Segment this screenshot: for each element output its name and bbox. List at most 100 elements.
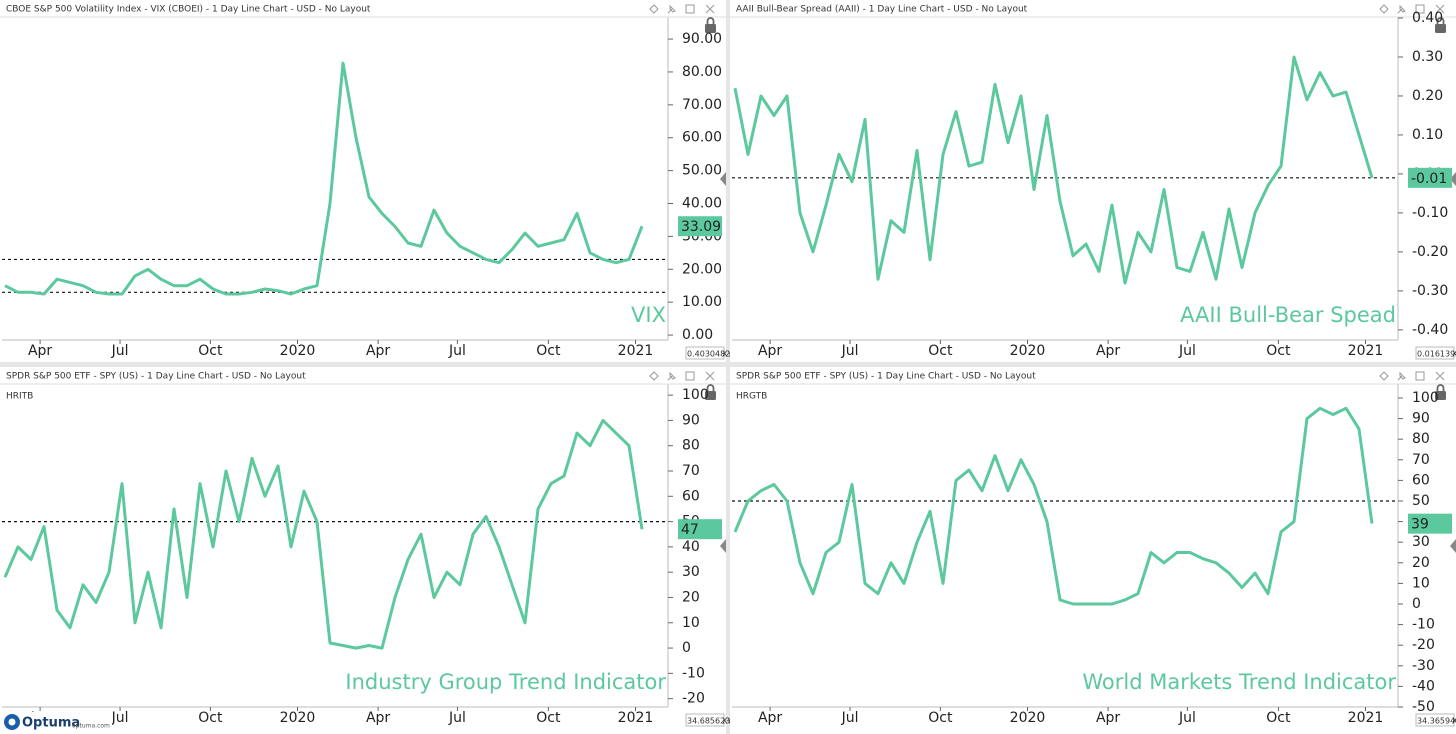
- chart-header: SPDR S&P 500 ETF - SPY (US) - 1 Day Line…: [736, 372, 1036, 382]
- y-tick-label: 0: [1412, 596, 1421, 612]
- window-control[interactable]: [1415, 371, 1425, 381]
- lock-icon[interactable]: [705, 24, 716, 33]
- y-tick-label: 80: [682, 438, 700, 454]
- series-label: AAII Bull-Bear Spead: [1180, 303, 1396, 327]
- brand-logo: [8, 718, 16, 726]
- x-tick-label: Jul: [448, 343, 466, 359]
- x-tick-label: Oct: [928, 710, 953, 726]
- y-tick-label: -20: [1412, 637, 1435, 653]
- last-value-box: [678, 519, 722, 540]
- last-value-label: 39: [1411, 517, 1429, 533]
- y-tick-label: 30: [1412, 534, 1430, 550]
- y-tick-label: 90: [1412, 411, 1430, 427]
- y-tick-label: 80: [1412, 431, 1430, 447]
- x-tick-label: 2020: [280, 343, 316, 359]
- x-tick-label: Apr: [366, 343, 390, 359]
- chart-header: AAII Bull-Bear Spread (AAII) - 1 Day Lin…: [736, 5, 1028, 15]
- x-tick-label: 2020: [1010, 343, 1046, 359]
- last-value-label: 33.09: [681, 219, 721, 235]
- y-tick-label: 70: [1412, 452, 1430, 468]
- x-tick-label: 2021: [618, 343, 654, 359]
- series-label: VIX: [631, 303, 666, 327]
- window-control[interactable]: [649, 371, 659, 381]
- axis-mode[interactable]: XY: [1452, 717, 1456, 726]
- series-line: [733, 406, 1374, 606]
- x-tick-label: Oct: [1266, 710, 1291, 726]
- panel-background: [0, 0, 726, 362]
- y-tick-label: 10: [682, 615, 700, 631]
- window-control[interactable]: [685, 371, 695, 381]
- x-tick-label: Apr: [28, 343, 52, 359]
- y-tick-label: -0.20: [1412, 244, 1448, 260]
- panel-background: [730, 367, 1456, 734]
- window-control[interactable]: [705, 4, 715, 14]
- y-tick-label: 90.00: [682, 31, 722, 47]
- window-control[interactable]: [667, 4, 676, 14]
- scale-box: [685, 346, 725, 360]
- window-control[interactable]: [1435, 4, 1445, 14]
- brand-background: [0, 712, 112, 734]
- window-control[interactable]: [1415, 4, 1425, 14]
- last-value-label: 47: [681, 522, 699, 538]
- window-control[interactable]: [685, 4, 695, 14]
- x-tick-label: Apr: [758, 343, 782, 359]
- x-tick-label: 2021: [1348, 710, 1384, 726]
- y-tick-label: 60: [682, 488, 700, 504]
- scroll-tab[interactable]: [720, 172, 726, 186]
- last-value-box: [1408, 513, 1452, 534]
- last-value-box: [678, 216, 722, 237]
- lock-icon[interactable]: [1435, 391, 1446, 400]
- scale-value: 0.4030482: [687, 350, 730, 359]
- x-tick-label: Oct: [536, 343, 561, 359]
- chart-panel: AAII Bull-Bear Spread (AAII) - 1 Day Lin…: [730, 0, 1456, 362]
- y-tick-label: 60.00: [682, 130, 722, 146]
- scroll-tab[interactable]: [1450, 172, 1456, 186]
- y-tick-label: 60: [1412, 472, 1430, 488]
- y-tick-label: 20: [682, 589, 700, 605]
- window-control[interactable]: [667, 371, 676, 381]
- brand-name: Optuma: [22, 716, 80, 731]
- y-tick-label: 10: [1412, 575, 1430, 591]
- axis-mode[interactable]: XY: [1452, 350, 1456, 359]
- window-control[interactable]: [705, 371, 715, 381]
- scroll-tab[interactable]: [720, 539, 726, 553]
- window-control[interactable]: [649, 4, 659, 14]
- scroll-tab[interactable]: [1450, 539, 1456, 553]
- lock-icon[interactable]: [1435, 24, 1446, 33]
- series-label: Industry Group Trend Indicator: [345, 670, 666, 694]
- y-tick-label: -20: [682, 691, 705, 707]
- window-control[interactable]: [1397, 4, 1406, 14]
- y-tick-label: 40.00: [682, 196, 722, 212]
- scale-box: [1415, 713, 1455, 727]
- y-tick-label: 20.00: [682, 261, 722, 277]
- x-tick-label: Jul: [841, 710, 859, 726]
- x-tick-label: Oct: [928, 343, 953, 359]
- axis-mode[interactable]: XY: [722, 717, 732, 726]
- window-control[interactable]: [1379, 371, 1389, 381]
- axis-mode[interactable]: XY: [722, 350, 732, 359]
- y-tick-label: 70: [682, 463, 700, 479]
- y-tick-label: 40: [682, 539, 700, 555]
- x-tick-label: 2021: [618, 710, 654, 726]
- window-control[interactable]: [1435, 371, 1445, 381]
- chart-header: SPDR S&P 500 ETF - SPY (US) - 1 Day Line…: [6, 372, 306, 382]
- series-line: [3, 418, 644, 650]
- x-tick-label: Jul: [841, 343, 859, 359]
- window-control[interactable]: [1397, 371, 1406, 381]
- y-tick-label: -30: [1412, 658, 1435, 674]
- brand-url: optuma.com: [72, 723, 110, 730]
- lock-icon: [706, 17, 715, 24]
- x-tick-label: Apr: [758, 710, 782, 726]
- chart-panel: SPDR S&P 500 ETF - SPY (US) - 1 Day Line…: [730, 367, 1456, 734]
- x-tick-label: Jul: [1178, 710, 1196, 726]
- x-tick-label: Apr: [1096, 710, 1120, 726]
- lock-icon[interactable]: [705, 391, 716, 400]
- y-tick-label: 0.20: [1412, 88, 1443, 104]
- y-tick-label: -10: [1412, 617, 1435, 633]
- last-value-box: [1408, 167, 1452, 188]
- y-tick-label: 50: [1412, 493, 1430, 509]
- y-tick-label: -50: [1412, 699, 1435, 715]
- window-control[interactable]: [1379, 4, 1389, 14]
- y-tick-label: -0.30: [1412, 283, 1448, 299]
